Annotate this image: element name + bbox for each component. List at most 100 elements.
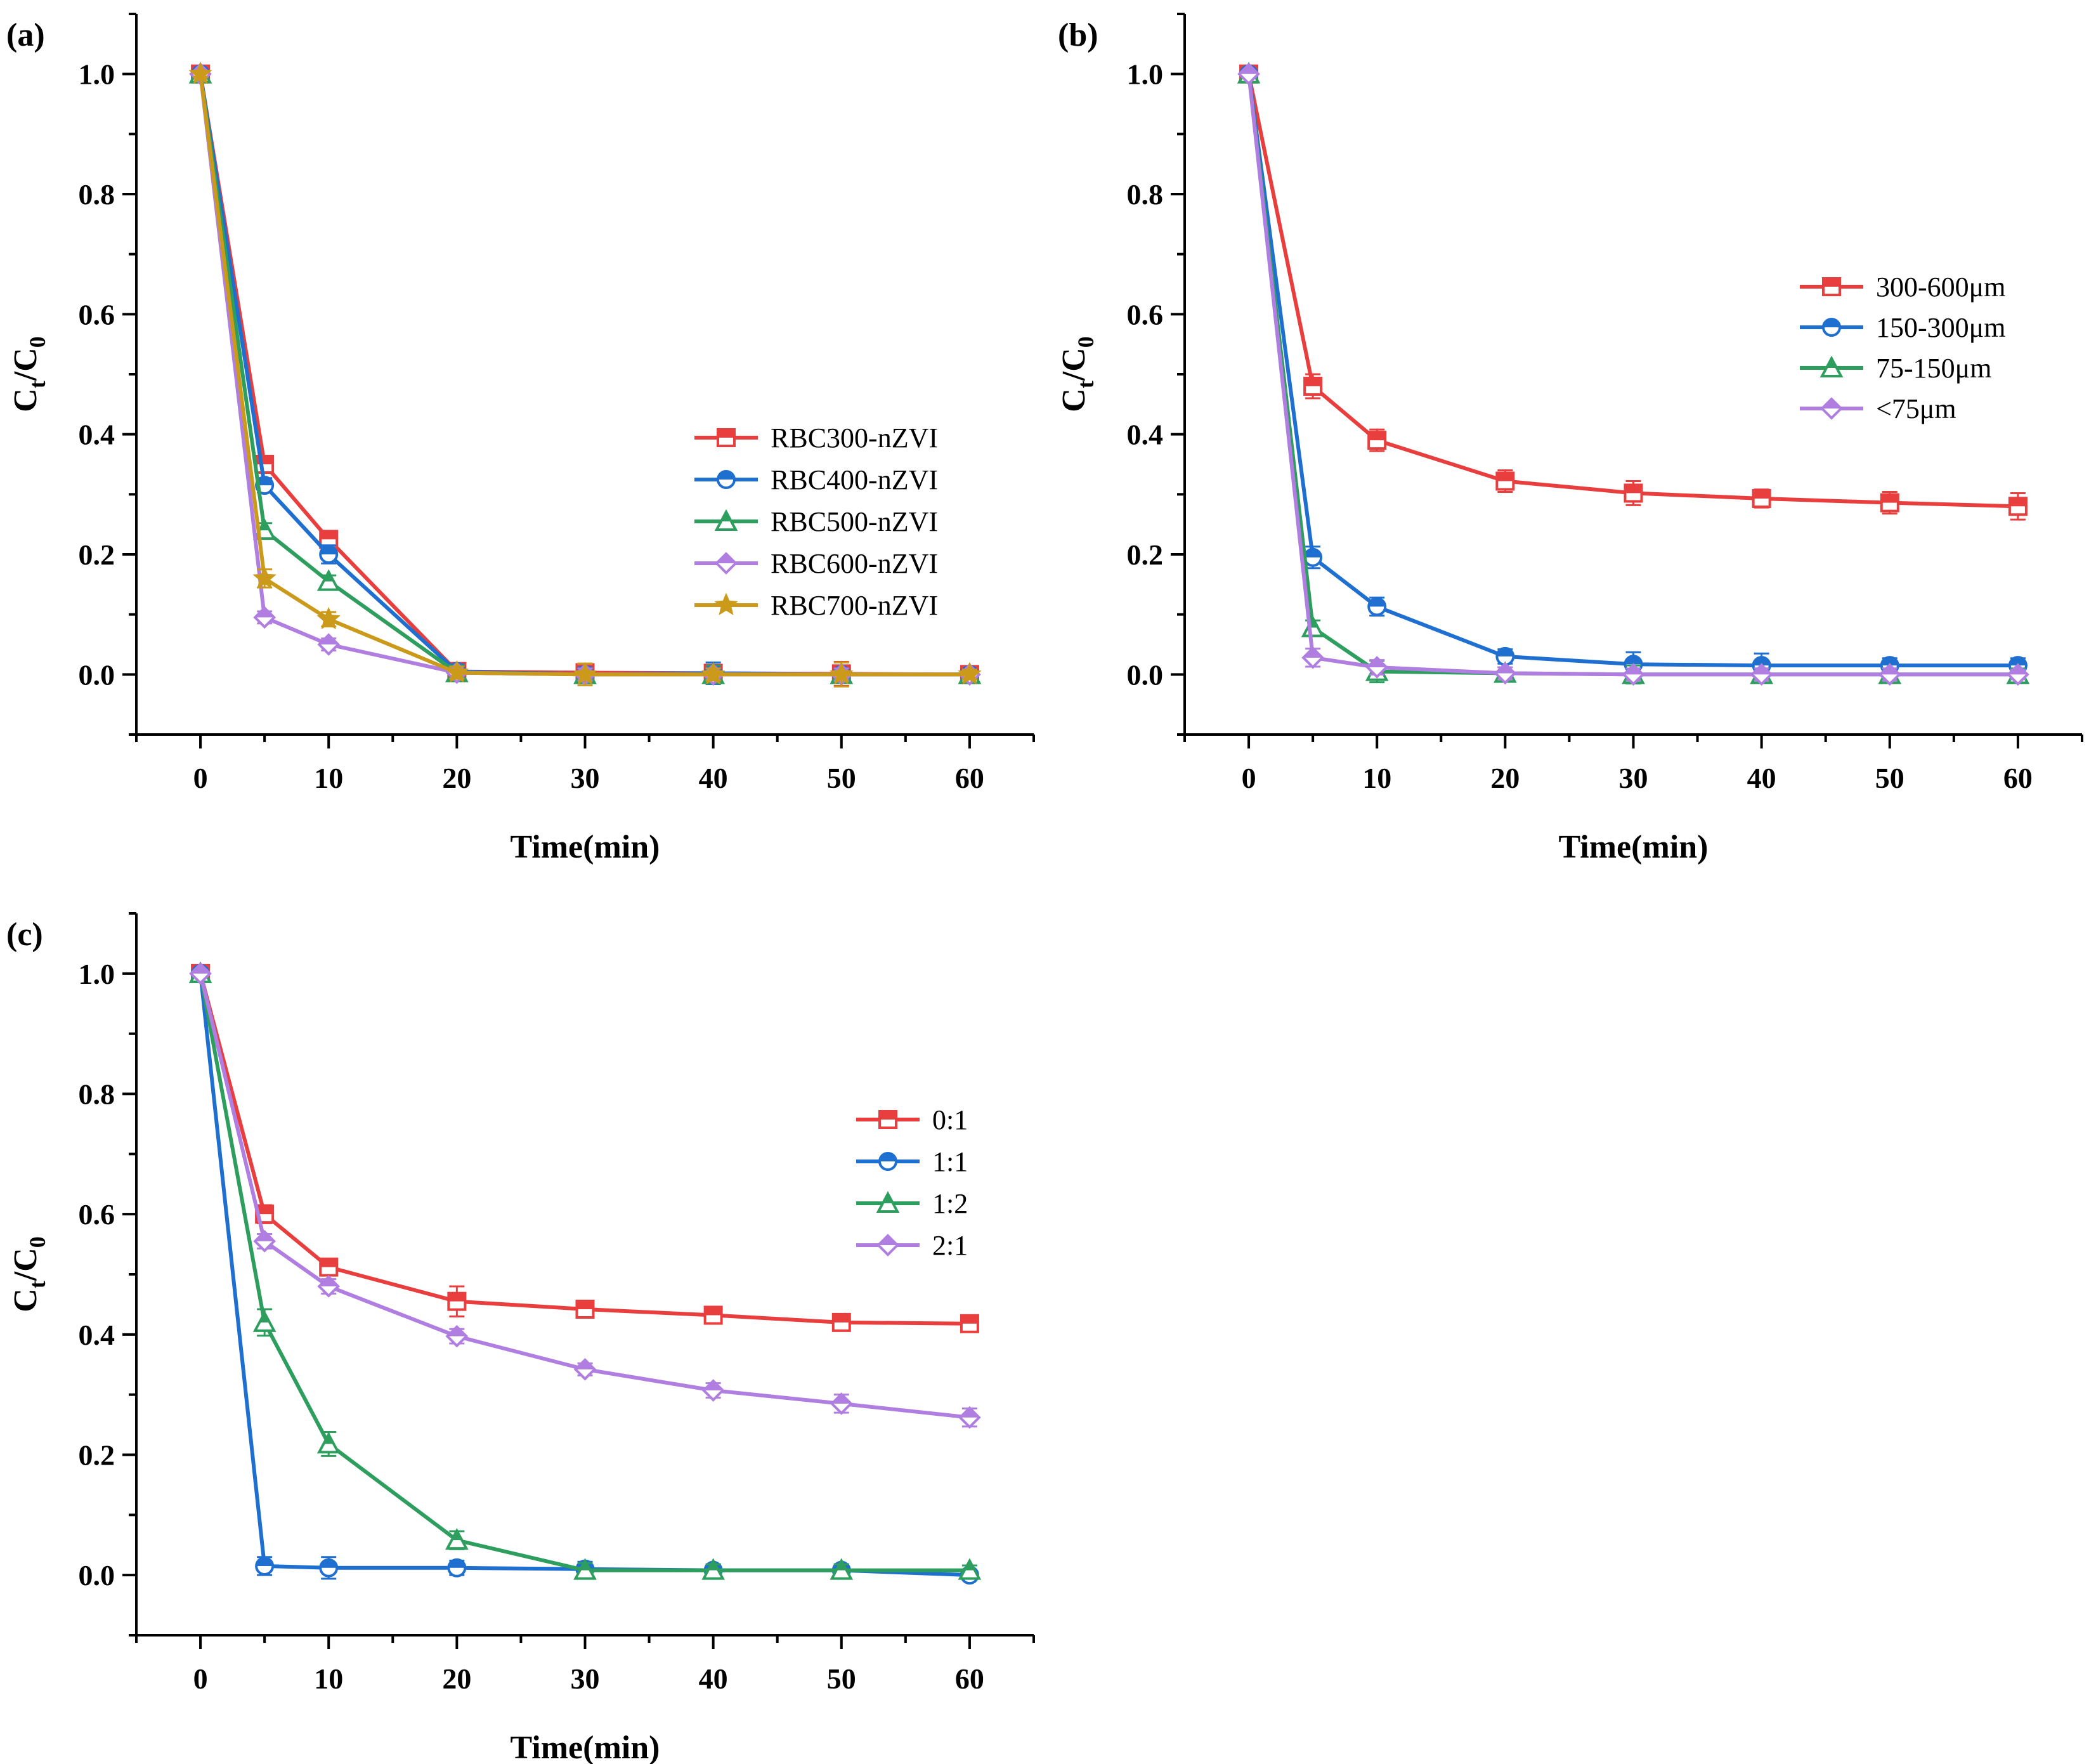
legend-marker-fill (1826, 358, 1837, 368)
series-line (199, 74, 970, 677)
x-tick-label: 60 (955, 762, 984, 794)
data-point (445, 660, 469, 683)
x-tick-label: 0 (193, 762, 208, 794)
data-point-fill (1881, 494, 1898, 503)
data-point-fill (705, 1307, 722, 1316)
legend-marker-fill (1823, 278, 1840, 287)
data-point-fill (2009, 498, 2026, 507)
data-point-fill (575, 1359, 595, 1369)
legend-entry: RBC500-nZVI (771, 506, 938, 537)
legend-marker-fill (717, 554, 736, 563)
series-line (199, 74, 970, 677)
data-point-fill (259, 521, 270, 531)
x-tick-label: 50 (827, 762, 856, 794)
data-point-fill (320, 546, 337, 554)
data-point-fill (320, 531, 337, 540)
data-point-fill (1881, 657, 1898, 666)
data-point-fill (256, 1206, 273, 1215)
series-4 (188, 62, 982, 688)
data-point-fill (961, 1315, 978, 1324)
y-tick-label: 0.6 (1127, 298, 1164, 330)
data-point-fill (576, 1301, 594, 1310)
legend-marker-fill (1822, 399, 1841, 408)
data-point-fill (1753, 490, 1770, 499)
y-tick-label: 1.0 (1127, 58, 1164, 91)
x-tick-label: 20 (442, 1663, 471, 1695)
legend-entry: RBC600-nZVI (771, 548, 938, 579)
x-tick-label: 30 (571, 762, 600, 794)
data-point-fill (703, 1381, 723, 1391)
data-point-fill (319, 1276, 339, 1286)
x-tick-label: 20 (1490, 762, 1520, 794)
legend-entry: 0:1 (932, 1104, 968, 1135)
data-point-fill (2008, 665, 2028, 675)
data-point-fill (960, 1408, 979, 1418)
series-line (199, 973, 970, 1420)
legend-entry: 1:1 (932, 1146, 968, 1177)
data-point-fill (319, 635, 339, 644)
y-axis-title-sep: /C (1056, 348, 1092, 381)
series-line (1247, 74, 2018, 509)
data-point (316, 606, 341, 630)
series-line (199, 74, 970, 677)
legend-entry: 2:1 (932, 1230, 968, 1261)
data-point-fill (1303, 648, 1323, 658)
data-point-fill (1369, 432, 1386, 441)
legend-marker-fill (718, 429, 734, 438)
x-axis-title: Time(min) (1559, 829, 1709, 865)
y-tick-label: 0.2 (1127, 539, 1164, 571)
x-tick-label: 40 (699, 762, 728, 794)
legend-entry: RBC300-nZVI (771, 422, 938, 454)
y-axis-title-main: C (8, 388, 44, 412)
y-tick-label: 0.2 (79, 539, 115, 571)
data-point-fill (323, 572, 334, 582)
data-point-fill (1625, 656, 1642, 665)
legend-entry: RBC700-nZVI (771, 590, 938, 621)
data-point-fill (256, 477, 273, 486)
data-point-fill (831, 1394, 851, 1404)
data-point-fill (836, 1560, 847, 1571)
y-axis-title-sep: /C (8, 348, 44, 381)
y-axis-title-sub2: 0 (25, 1236, 50, 1248)
legend-entry: 75-150μm (1876, 353, 1991, 384)
legend-entry: 1:2 (932, 1188, 968, 1219)
data-point-fill (452, 1531, 462, 1541)
data-point-fill (256, 1557, 273, 1566)
y-tick-label: 0.0 (79, 658, 115, 691)
data-point-fill (2009, 657, 2026, 666)
data-point (701, 662, 726, 685)
x-tick-label: 10 (314, 1663, 343, 1695)
y-tick-label: 0.2 (79, 1439, 115, 1472)
y-axis-title-sub2: 0 (1073, 336, 1098, 348)
data-point-fill (1752, 665, 1771, 675)
legend-entry: RBC400-nZVI (771, 464, 938, 495)
data-point-fill (833, 1314, 850, 1323)
y-tick-label: 0.8 (1127, 178, 1164, 211)
y-axis-title: Ct/C0 (8, 336, 50, 412)
chart-panel-2: 0 10 20 30 40 50 60 0.0 0.2 0.4 0.6 0.8 1.0 (c) Time(m… (6, 912, 1035, 1764)
series-line (199, 74, 970, 677)
x-tick-label: 0 (193, 1663, 208, 1695)
y-tick-label: 0.6 (79, 1198, 115, 1231)
x-tick-label: 20 (442, 762, 471, 794)
series-line (199, 74, 970, 677)
data-point-fill (1497, 648, 1514, 657)
data-point (188, 62, 212, 84)
data-point-fill (965, 1560, 975, 1571)
series-0 (191, 964, 979, 1333)
legend-marker-fill (883, 1194, 893, 1203)
legend-entry: <75μm (1876, 393, 1956, 424)
data-point-fill (708, 1560, 719, 1571)
x-axis-title: Time(min) (511, 829, 660, 865)
data-point-fill (580, 1560, 590, 1571)
data-point-fill (1495, 663, 1515, 674)
series-line (1247, 74, 2018, 668)
x-tick-label: 30 (1619, 762, 1648, 794)
legend-marker-fill (1823, 319, 1840, 327)
data-point-fill (1880, 665, 1899, 675)
data-point-fill (1625, 485, 1642, 493)
data-point (252, 566, 277, 589)
data-point-fill (1305, 549, 1322, 558)
x-tick-label: 40 (1747, 762, 1776, 794)
x-axis-title: Time(min) (511, 1730, 660, 1764)
